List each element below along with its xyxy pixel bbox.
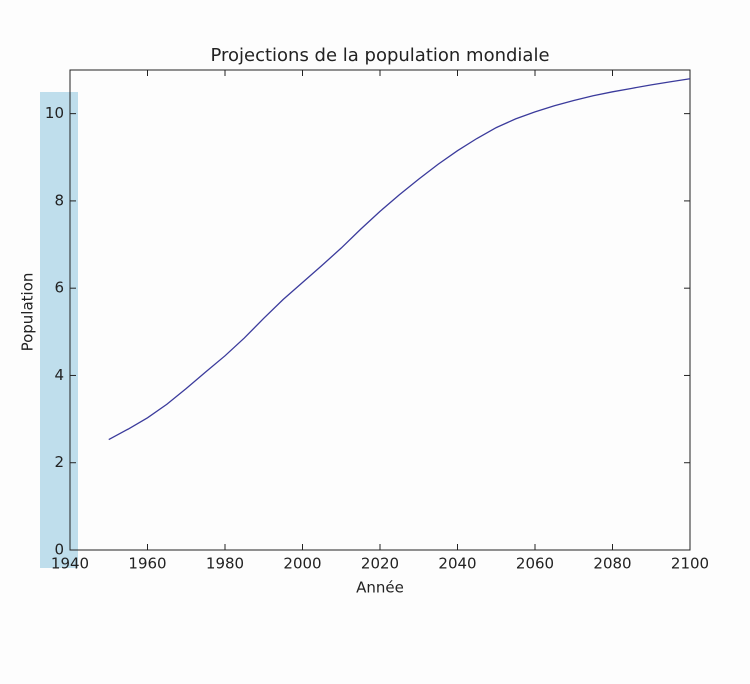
x-tick-label: 1940 (51, 555, 89, 573)
y-axis-label: Population (19, 273, 37, 352)
chart-title: Projections de la population mondiale (210, 45, 549, 66)
x-tick-label: 2080 (593, 555, 631, 573)
y-tick-label: 2 (54, 453, 64, 471)
x-axis-label: Année (356, 579, 404, 597)
x-tick-label: 2000 (283, 555, 321, 573)
y-tick-label: 10 (45, 104, 64, 122)
y-tick-label: 0 (54, 541, 64, 559)
x-tick-label: 2040 (438, 555, 476, 573)
selection-highlight (40, 92, 78, 568)
x-tick-label: 1980 (206, 555, 244, 573)
y-tick-label: 6 (54, 279, 64, 297)
data-line (108, 78, 691, 441)
x-tick-label: 2060 (516, 555, 554, 573)
x-tick-label: 2100 (671, 555, 709, 573)
x-tick-label: 1960 (128, 555, 166, 573)
y-tick-label: 8 (54, 191, 64, 209)
y-tick-label: 4 (54, 366, 64, 384)
plot-frame (69, 69, 691, 551)
x-tick-label: 2020 (361, 555, 399, 573)
